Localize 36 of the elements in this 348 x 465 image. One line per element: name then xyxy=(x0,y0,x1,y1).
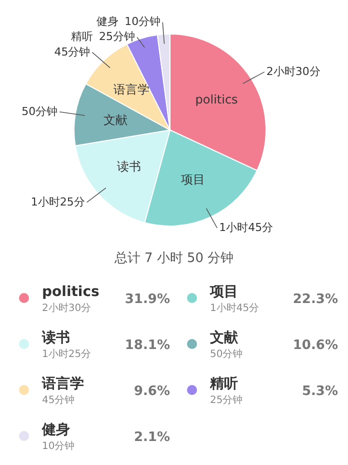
text: 50分钟 xyxy=(210,349,243,360)
slice-label: 读书 xyxy=(117,159,142,174)
slice-label: 项目 xyxy=(181,172,206,186)
text: 50分钟 xyxy=(22,104,58,118)
category-label: 健身 xyxy=(96,15,119,28)
legend-label: 语言学 xyxy=(41,375,84,392)
data-label: 22.3% xyxy=(292,292,338,307)
text: 25分钟 xyxy=(99,30,136,44)
legend-label: 健身 xyxy=(41,422,70,438)
data-label: 18.1% xyxy=(124,338,170,353)
data-label: 5.3% xyxy=(302,384,338,399)
category-label: 精听 xyxy=(71,30,94,44)
data-label: 9.6% xyxy=(134,384,170,399)
slice-label: 语言学 xyxy=(114,82,150,97)
legend-label: politics xyxy=(42,284,100,300)
text: 45分钟 xyxy=(42,395,75,406)
data-label: 2.1% xyxy=(134,430,170,445)
text: 10分钟 xyxy=(124,15,161,28)
slice-label: 文献 xyxy=(104,113,128,128)
data-label: 31.9% xyxy=(124,292,170,307)
text: 25分钟 xyxy=(210,395,243,406)
text: 1小时45分 xyxy=(210,303,260,314)
legend-label: 项目 xyxy=(209,284,238,300)
text: 45分钟 xyxy=(54,45,90,58)
legend-label: 精听 xyxy=(209,375,238,392)
text: 2小时30分 xyxy=(42,303,92,314)
data-label: 10.6% xyxy=(292,338,338,353)
text: 10分钟 xyxy=(42,441,75,452)
slice-label: politics xyxy=(195,92,238,107)
text: 总计 7 小时 50 分钟 xyxy=(113,251,234,266)
text: 1小时25分 xyxy=(30,195,85,208)
legend-label: 读书 xyxy=(41,330,70,346)
text: 1小时45分 xyxy=(219,220,274,234)
text: 2小时30分 xyxy=(266,64,320,78)
text: 1小时25分 xyxy=(42,349,92,360)
legend-label: 文献 xyxy=(209,329,239,346)
